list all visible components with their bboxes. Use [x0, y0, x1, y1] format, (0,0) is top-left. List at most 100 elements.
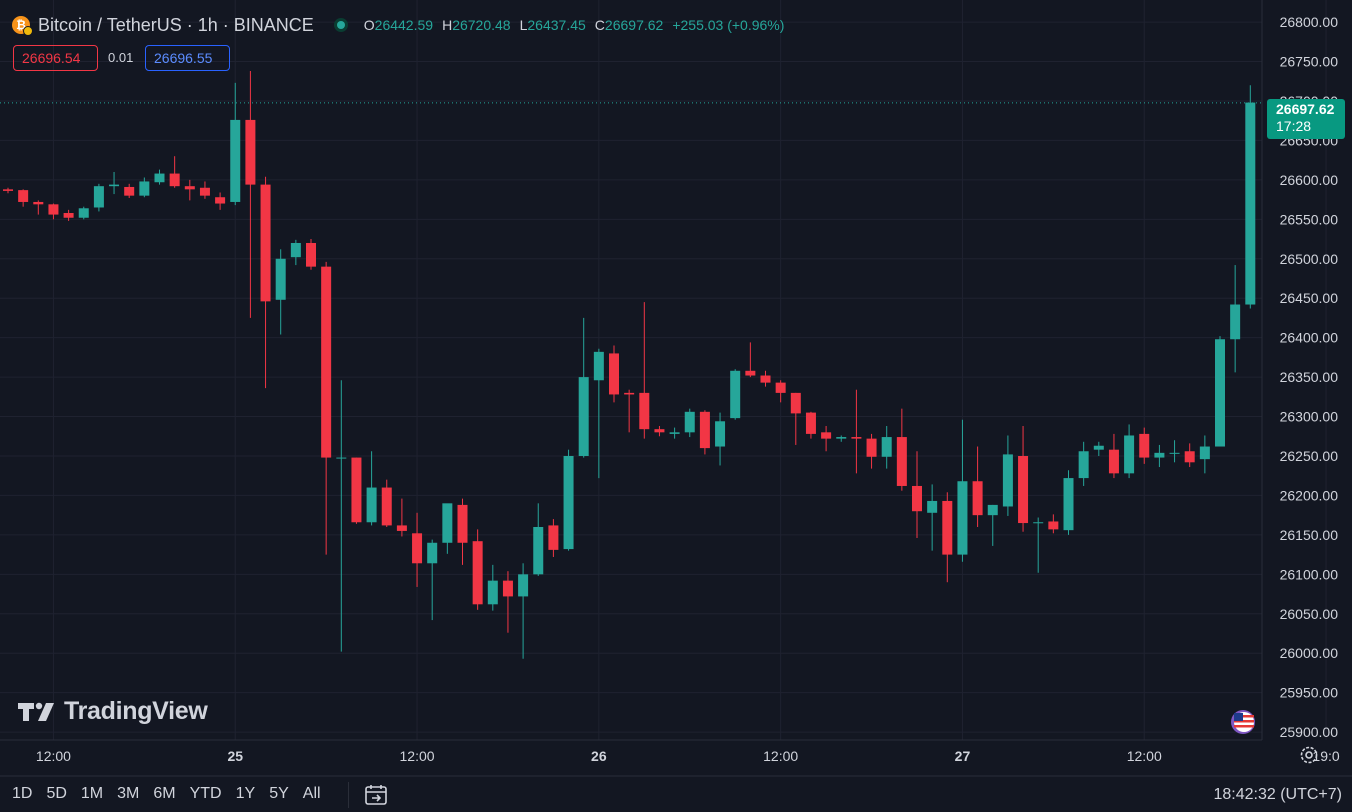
range-ytd[interactable]: YTD: [189, 785, 222, 802]
candle-body: [1230, 304, 1241, 340]
tradingview-logo-text: TradingView: [64, 697, 208, 725]
candle: [669, 427, 680, 439]
candle-body: [18, 190, 29, 202]
candle-body: [290, 242, 301, 258]
legend-header: ₿ Bitcoin / TetherUS · 1h · BINANCE O264…: [12, 12, 784, 38]
time-axis[interactable]: 12:00 25 12:00 26 12:00 27 12:00 19:0: [36, 748, 1340, 764]
candle: [3, 187, 13, 194]
candle: [775, 380, 786, 403]
candles: [3, 71, 1256, 659]
candle-body: [851, 437, 862, 439]
candle-body: [245, 119, 256, 185]
gear-icon[interactable]: [1298, 744, 1320, 766]
price-tick-label: 26750.00: [1280, 54, 1339, 70]
candle: [336, 380, 347, 652]
price-tick-label: 26350.00: [1280, 369, 1339, 385]
candle: [624, 389, 635, 433]
range-6m[interactable]: 6M: [153, 785, 176, 802]
candle-body: [33, 201, 44, 205]
candle: [124, 183, 135, 199]
candle-body: [93, 186, 104, 208]
last-price-label: 26697.62 17:28: [1267, 99, 1345, 139]
candle: [472, 529, 483, 610]
candle-body: [457, 504, 468, 543]
candle-body: [1002, 454, 1013, 507]
range-3m[interactable]: 3M: [117, 785, 140, 802]
clock-timezone[interactable]: 18:42:32 (UTC+7): [1213, 786, 1342, 803]
us-flag-icon[interactable]: [1228, 708, 1256, 736]
candle-body: [896, 437, 907, 486]
candle: [881, 426, 892, 469]
price-tick-label: 26100.00: [1280, 566, 1339, 582]
time-tick-label: 25: [227, 748, 243, 764]
candle-body: [3, 189, 13, 191]
range-selector: 1D 5D 1M 3M 6M YTD 1Y 5Y All: [12, 784, 335, 804]
candle: [78, 206, 89, 220]
candle-body: [715, 421, 726, 447]
candle-body: [1078, 451, 1089, 479]
candle: [18, 189, 29, 207]
candle-body: [1215, 339, 1225, 447]
price-tick-label: 26500.00: [1280, 251, 1339, 267]
candle-body: [366, 487, 377, 523]
candle: [412, 512, 423, 587]
range-5y[interactable]: 5Y: [269, 785, 289, 802]
chart-grid: [0, 0, 1327, 740]
candle: [154, 169, 165, 185]
candle-body: [624, 392, 635, 395]
candle: [1063, 470, 1074, 535]
price-tick-label: 26600.00: [1280, 172, 1339, 188]
candle: [351, 457, 362, 524]
price-axis[interactable]: 25900.00 25950.00 26000.00 26050.00 26100.00…: [1280, 14, 1339, 740]
market-status-icon[interactable]: [333, 18, 348, 32]
candle: [1215, 336, 1225, 447]
candle-body: [912, 485, 922, 512]
candle-body: [1139, 433, 1150, 458]
candle-body: [184, 186, 195, 190]
candle: [502, 571, 513, 633]
candle: [1078, 441, 1089, 486]
candle-body: [1124, 435, 1135, 474]
candle-body: [563, 455, 574, 550]
range-1y[interactable]: 1Y: [235, 785, 256, 802]
candle-body: [472, 541, 483, 605]
tradingview-logo[interactable]: TradingView: [16, 697, 208, 726]
candle: [139, 177, 150, 198]
ohlc-close: C26697.62: [594, 17, 664, 33]
candle-body: [306, 242, 316, 267]
candle-body: [63, 213, 74, 218]
candle-body: [866, 438, 877, 457]
candle-body: [942, 500, 953, 555]
candle: [684, 408, 695, 438]
candle: [745, 342, 756, 378]
candle: [442, 503, 453, 554]
buy-price-button[interactable]: 26696.55: [145, 45, 230, 71]
time-tick-label: 12:00: [1127, 748, 1162, 764]
candle: [245, 71, 256, 318]
time-tick-label: 12:00: [763, 748, 798, 764]
candle: [1124, 424, 1135, 479]
sell-price-button[interactable]: 26696.54: [13, 45, 98, 71]
price-tick-label: 25900.00: [1280, 724, 1339, 740]
range-1m[interactable]: 1M: [80, 785, 104, 802]
goto-date-icon[interactable]: [364, 784, 388, 806]
candle-body: [381, 487, 392, 526]
candle: [275, 249, 286, 335]
candle-body: [139, 181, 150, 196]
candle-body: [321, 266, 332, 458]
candle: [457, 498, 468, 565]
range-1d[interactable]: 1D: [12, 785, 33, 802]
range-all[interactable]: All: [302, 785, 321, 802]
range-5d[interactable]: 5D: [46, 785, 67, 802]
candle: [760, 370, 771, 387]
symbol-title[interactable]: Bitcoin / TetherUS · 1h · BINANCE: [38, 14, 314, 35]
candle: [1093, 441, 1104, 456]
candle-body: [1245, 102, 1256, 305]
candle: [1108, 433, 1119, 479]
candle: [109, 171, 120, 195]
candle-body: [654, 429, 665, 433]
candle: [927, 484, 938, 551]
candle-body: [518, 574, 529, 597]
price-tick-label: 25950.00: [1280, 685, 1339, 701]
